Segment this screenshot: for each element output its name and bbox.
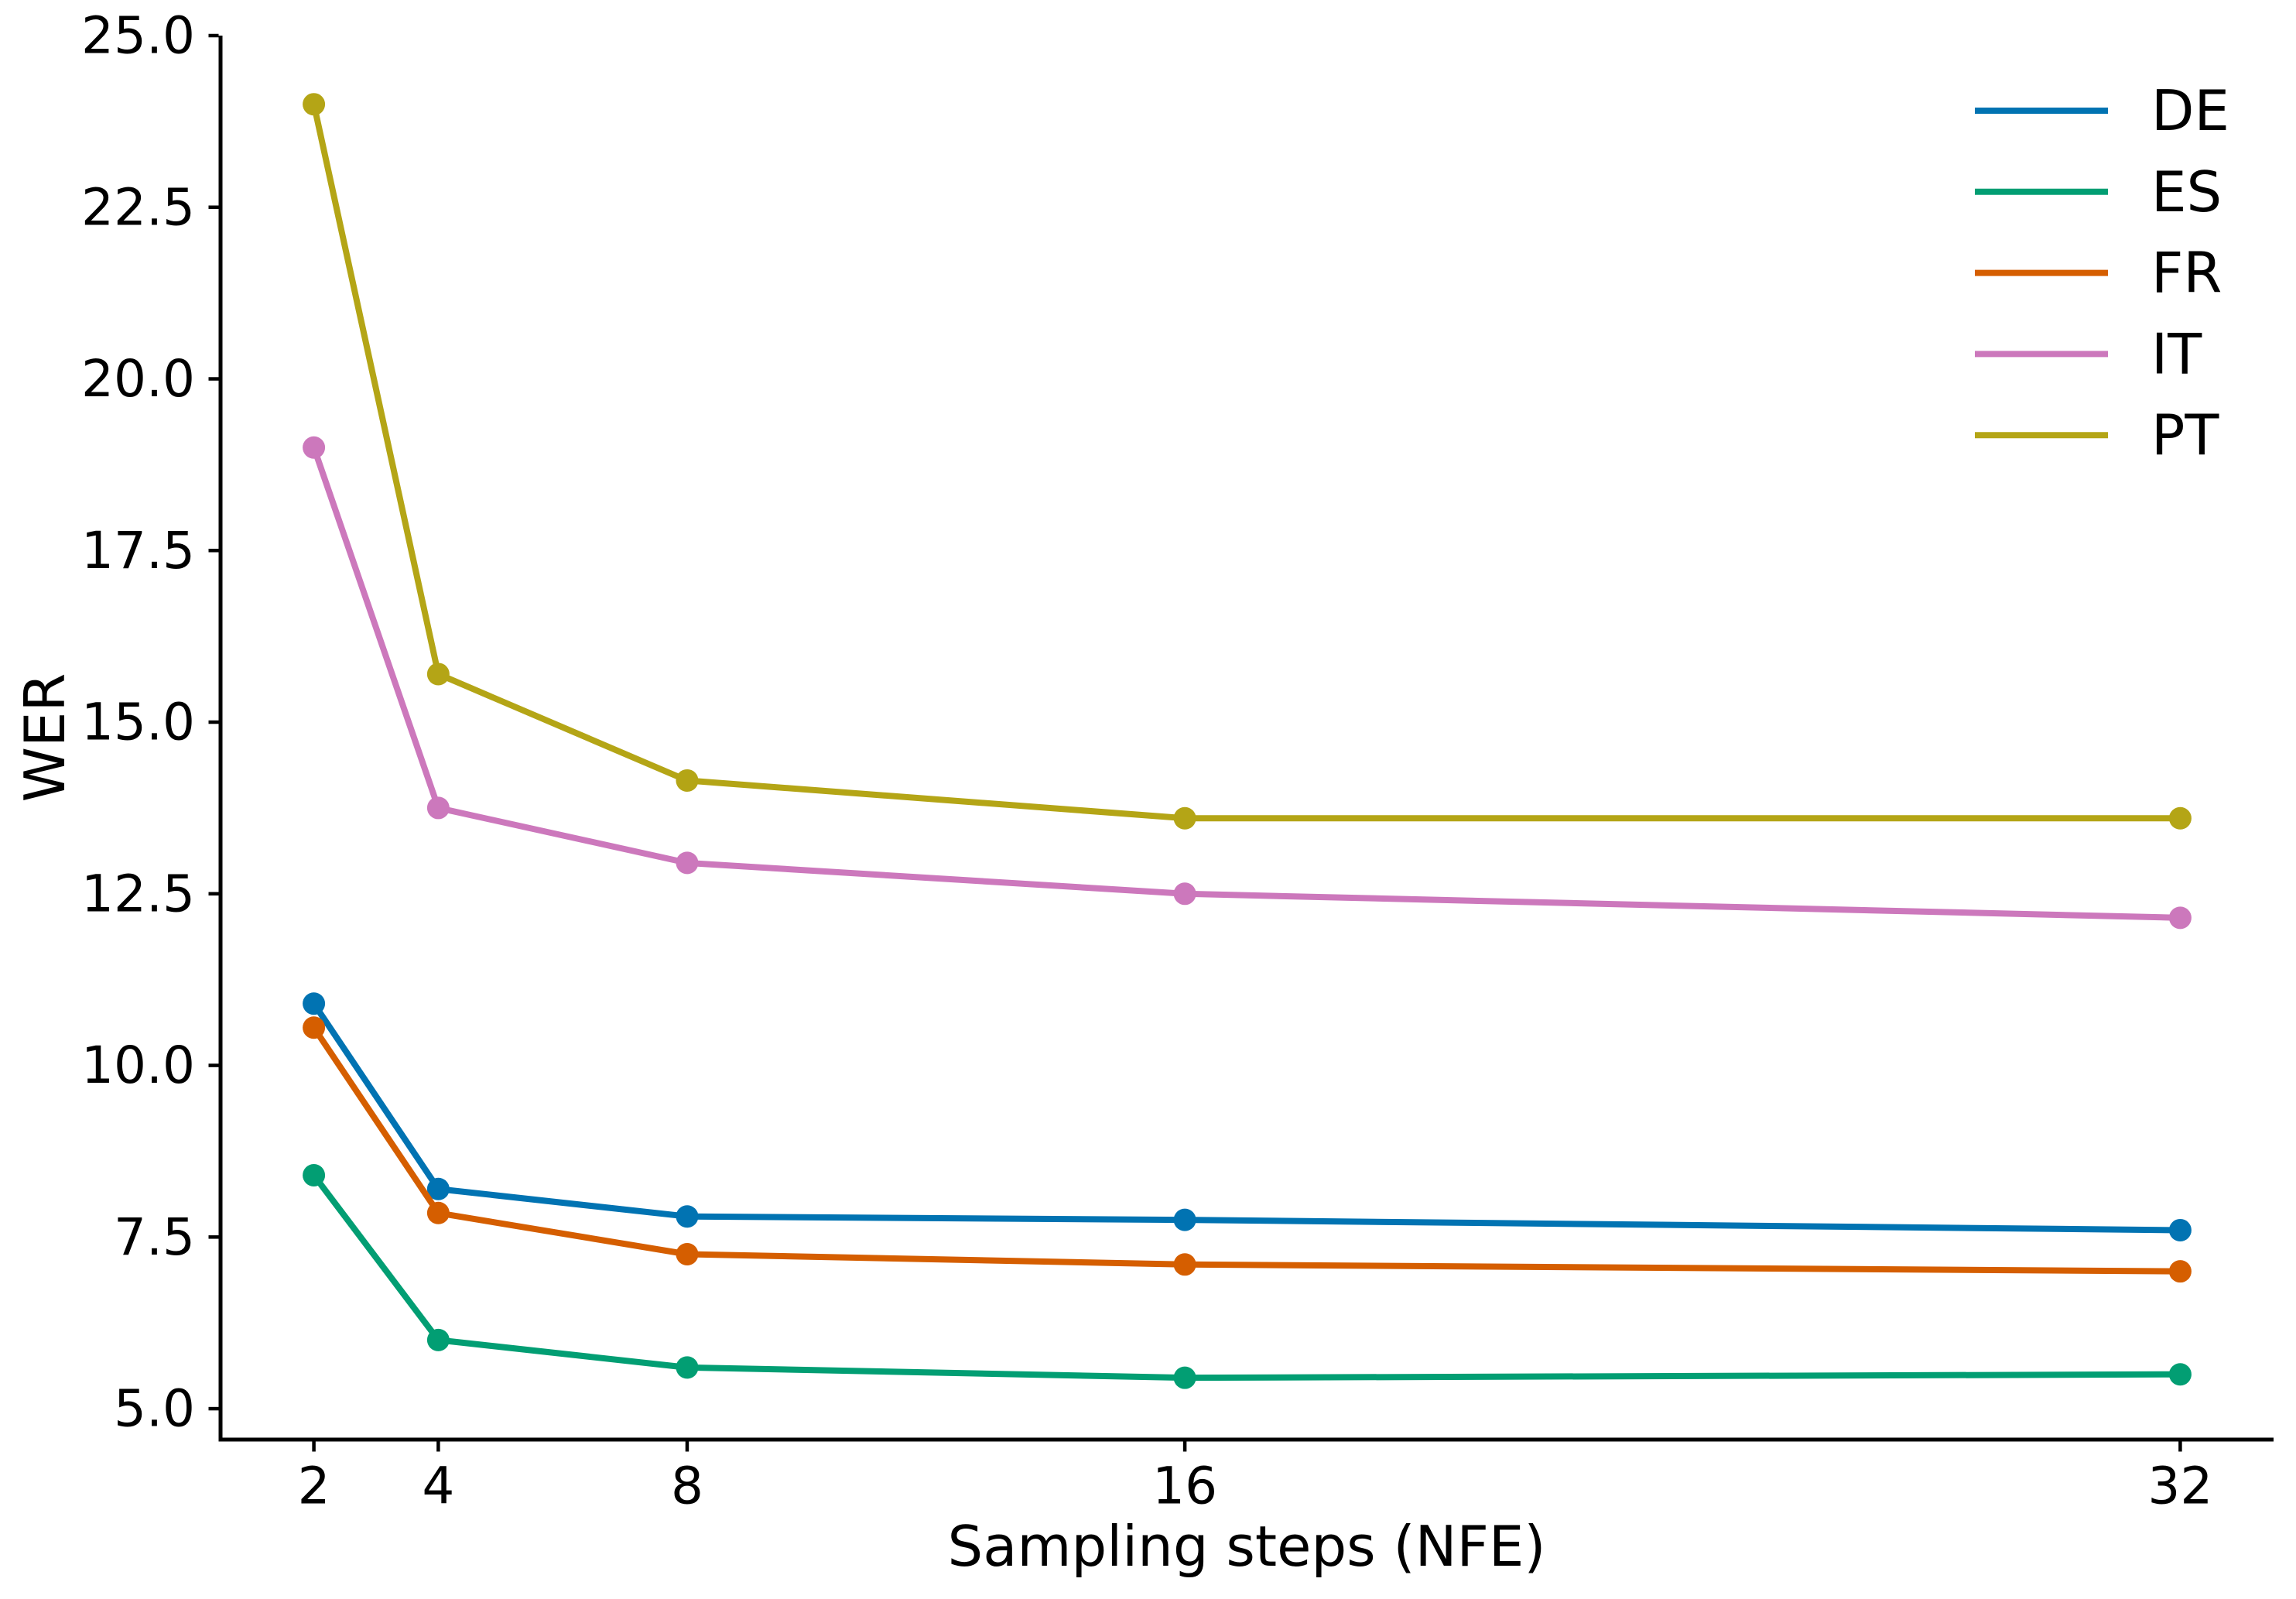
series-point-PT-x2 [303,93,326,116]
series-point-FR-x32 [2168,1260,2192,1283]
x-tick-label: 32 [2147,1456,2212,1515]
x-tick-label: 2 [298,1456,330,1515]
series-point-FR-x16 [1173,1253,1196,1276]
series-point-DE-x2 [303,992,326,1015]
legend-label-PT: PT [2151,402,2219,467]
y-tick-label: 25.0 [81,6,195,66]
x-tick-label: 16 [1152,1456,1217,1515]
y-tick-label: 17.5 [81,521,195,580]
series-point-ES-x16 [1173,1366,1196,1389]
series-point-ES-x2 [303,1163,326,1186]
series-point-PT-x16 [1173,806,1196,830]
y-tick-label: 7.5 [114,1207,195,1267]
y-tick-label: 5.0 [114,1379,195,1439]
x-axis-title: Sampling steps (NFE) [947,1514,1546,1579]
series-point-ES-x4 [426,1328,450,1351]
series-point-DE-x8 [676,1205,699,1228]
series-line-DE [310,1000,2184,1234]
series-point-PT-x32 [2168,806,2192,830]
series-point-IT-x32 [2168,906,2192,930]
legend-label-ES: ES [2151,159,2222,224]
series-point-IT-x8 [676,851,699,875]
series-point-FR-x8 [676,1242,699,1265]
x-tick-label: 8 [671,1456,703,1515]
y-tick-label: 15.0 [81,693,195,752]
y-tick-label: 20.0 [81,349,195,409]
series-point-DE-x32 [2168,1218,2192,1241]
series-point-PT-x4 [426,663,450,686]
series-line-IT [310,444,2184,921]
series-line-PT [310,101,2184,822]
series-line-FR [310,1024,2184,1275]
series-point-FR-x2 [303,1016,326,1039]
series-point-PT-x8 [676,769,699,792]
y-tick-label: 12.5 [81,864,195,923]
legend-label-DE: DE [2151,78,2229,143]
legend-label-IT: IT [2151,321,2202,386]
series-point-IT-x4 [426,796,450,820]
series-point-IT-x2 [303,436,326,459]
series-point-ES-x32 [2168,1363,2192,1386]
x-tick-label: 4 [422,1456,454,1515]
series-point-DE-x4 [426,1177,450,1200]
legend-label-FR: FR [2151,241,2222,306]
series-point-ES-x8 [676,1356,699,1379]
y-tick-label: 10.0 [81,1036,195,1095]
series-point-IT-x16 [1173,882,1196,906]
series-point-FR-x4 [426,1201,450,1224]
y-axis-title: WER [12,673,77,803]
series-point-DE-x16 [1173,1208,1196,1231]
y-tick-label: 22.5 [81,177,195,237]
